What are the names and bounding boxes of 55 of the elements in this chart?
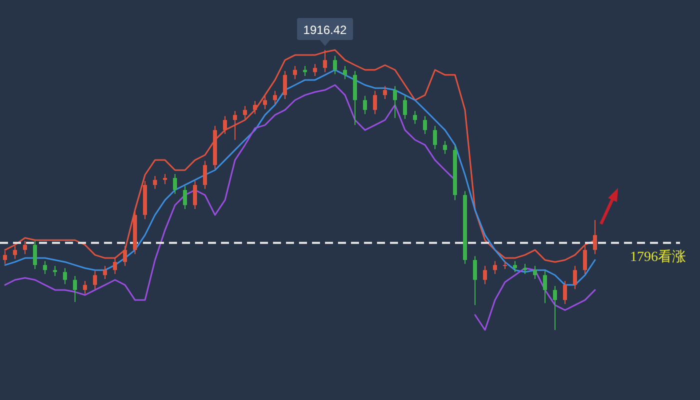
candlestick	[313, 64, 317, 77]
candlestick	[383, 86, 387, 100]
candlestick	[203, 160, 207, 190]
candlestick	[593, 219, 597, 255]
candlestick	[513, 260, 517, 273]
candlestick	[223, 116, 227, 134]
candlestick	[343, 65, 347, 80]
candlestick	[533, 265, 537, 280]
candlestick	[333, 55, 337, 75]
candlestick	[243, 106, 247, 120]
candlestick	[573, 265, 577, 290]
candlestick	[113, 258, 117, 274]
candlestick	[43, 260, 47, 274]
candlestick	[73, 275, 77, 302]
candlestick	[13, 246, 17, 260]
candlestick	[163, 174, 167, 185]
candlestick	[583, 246, 587, 274]
annotation: 1916.42	[303, 23, 348, 37]
candlestick	[473, 256, 477, 306]
candlestick	[93, 270, 97, 290]
candlestick	[503, 260, 507, 270]
candlestick	[413, 110, 417, 124]
candlestick	[193, 180, 197, 210]
candlestick	[293, 65, 297, 80]
candlestick	[273, 90, 277, 105]
candlestick	[433, 125, 437, 150]
candlestick	[423, 116, 427, 134]
candlestick	[253, 100, 257, 115]
candlestick	[283, 70, 287, 100]
candlestick	[443, 140, 447, 154]
candlestick	[393, 86, 397, 119]
candlestick	[83, 280, 87, 294]
candlestick	[403, 95, 407, 120]
candlestick	[123, 246, 127, 266]
ref-line-label: 1796看涨	[630, 248, 686, 265]
candlestick	[523, 263, 527, 274]
candlestick	[233, 110, 237, 140]
candlestick	[153, 176, 157, 190]
candlestick	[23, 240, 27, 255]
candlestick	[33, 240, 37, 270]
candlestick	[103, 265, 107, 280]
candlestick	[323, 50, 327, 73]
candlestick	[373, 90, 377, 115]
candlestick	[53, 265, 57, 276]
candlestick	[493, 260, 497, 274]
candlestick	[63, 268, 67, 285]
candlestick	[263, 95, 267, 110]
candlestick	[3, 250, 7, 264]
candlestick	[543, 270, 547, 304]
candlestick	[183, 186, 187, 210]
candlestick	[483, 265, 487, 285]
candlestick	[553, 286, 557, 330]
candlestick	[363, 95, 367, 115]
candlestick	[173, 174, 177, 194]
candlestick	[563, 280, 567, 304]
